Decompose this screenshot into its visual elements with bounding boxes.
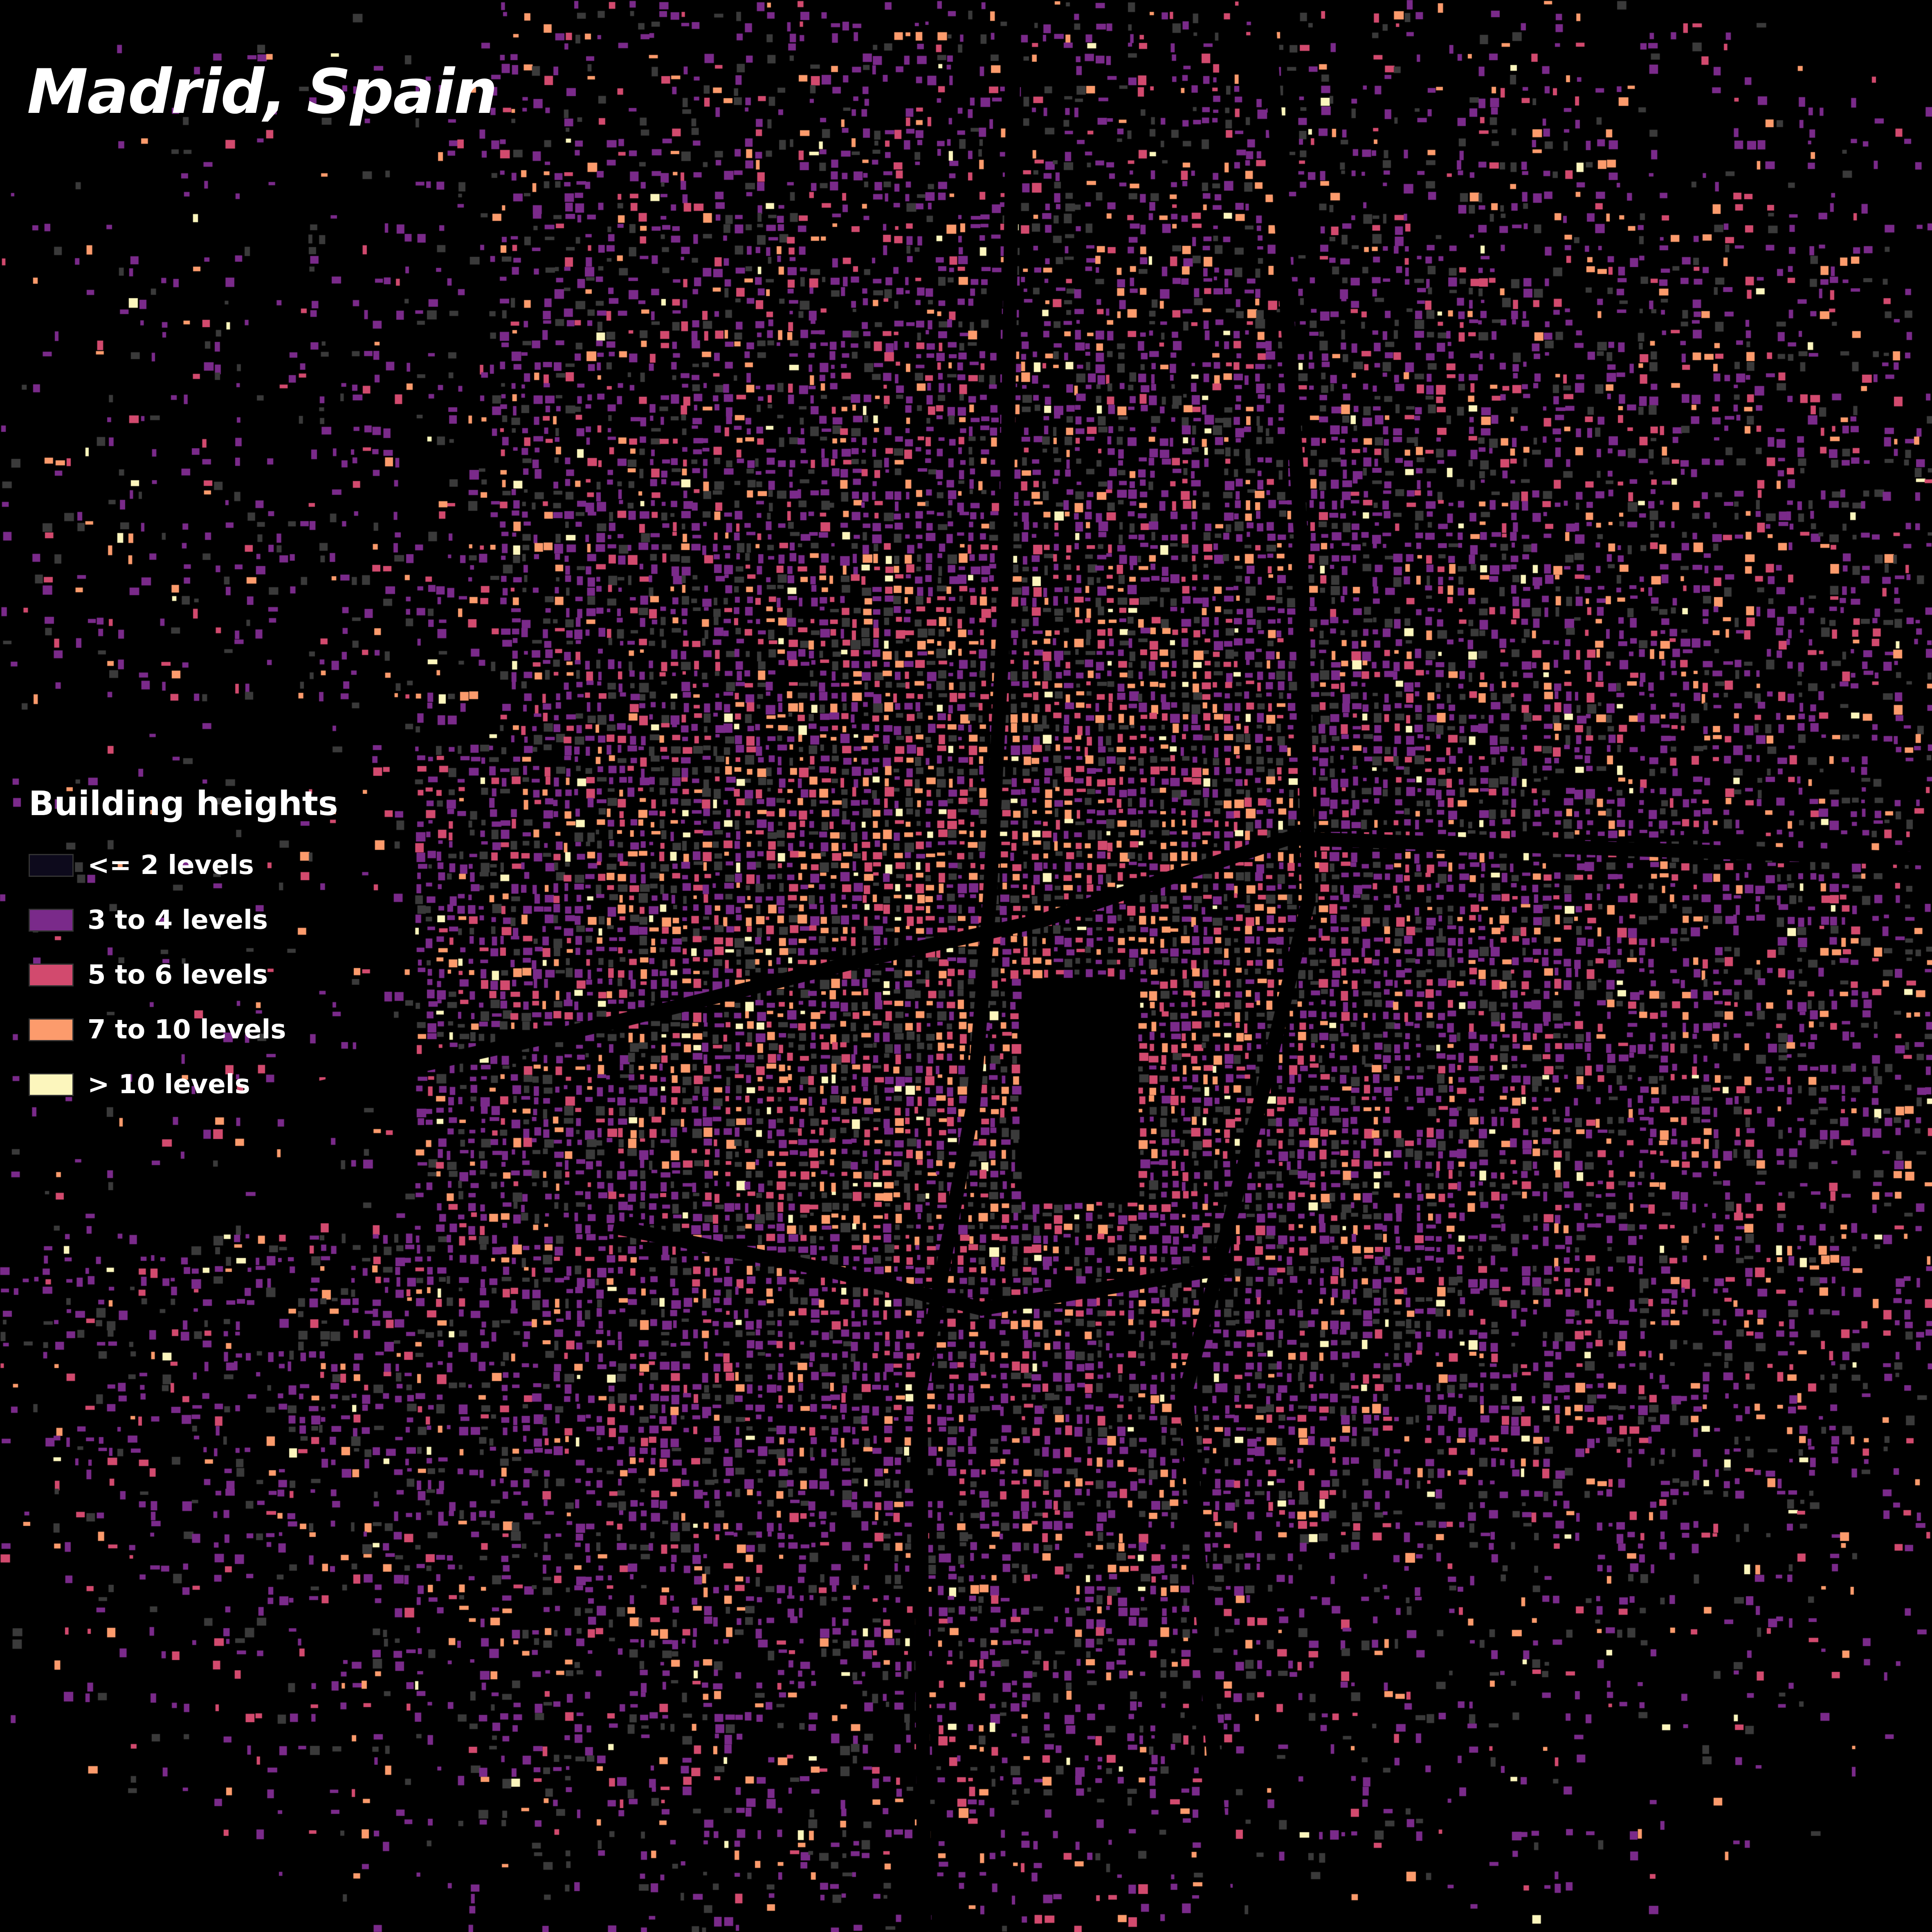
- legend-item-5-to-6-levels: 5 to 6 levels: [29, 948, 338, 1002]
- legend-swatch: [29, 1018, 74, 1041]
- legend-label: 3 to 4 levels: [88, 905, 268, 935]
- legend-label: 7 to 10 levels: [88, 1015, 286, 1045]
- legend-item-le-2-levels: <= 2 levels: [29, 838, 338, 893]
- legend-item-gt-10-levels: > 10 levels: [29, 1057, 338, 1112]
- legend-swatch: [29, 909, 74, 932]
- legend-swatch: [29, 964, 74, 986]
- legend-item-7-to-10-levels: 7 to 10 levels: [29, 1002, 338, 1057]
- map-title: Madrid, Spain: [27, 56, 498, 128]
- legend-title: Building heights: [29, 784, 338, 823]
- legend: Building heights <= 2 levels 3 to 4 leve…: [29, 787, 338, 1112]
- legend-swatch: [29, 854, 74, 877]
- legend-label: <= 2 levels: [88, 850, 254, 881]
- legend-item-3-to-4-levels: 3 to 4 levels: [29, 893, 338, 948]
- legend-label: 5 to 6 levels: [88, 960, 268, 990]
- legend-swatch: [29, 1073, 74, 1096]
- legend-label: > 10 levels: [88, 1069, 250, 1100]
